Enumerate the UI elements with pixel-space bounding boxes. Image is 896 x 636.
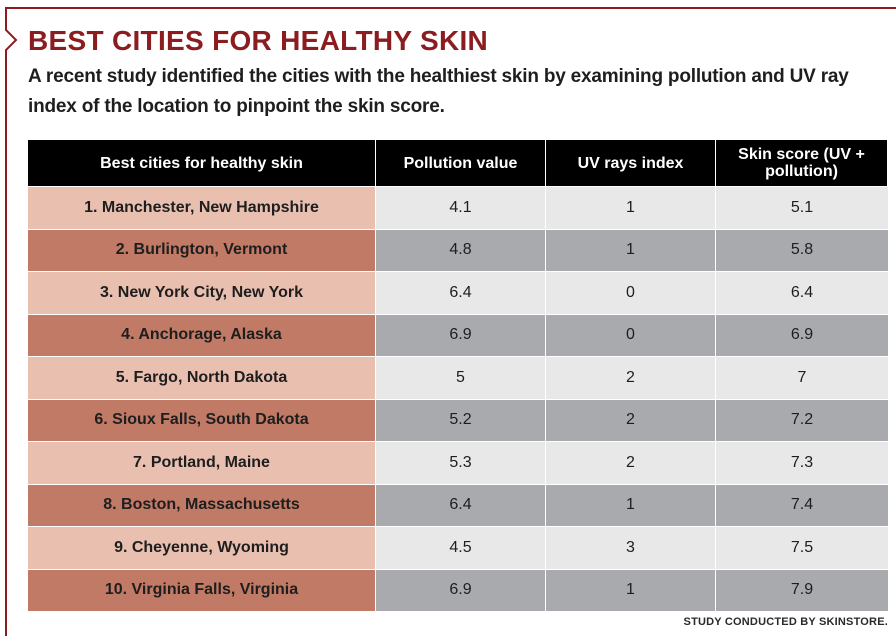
table-row: 6. Sioux Falls, South Dakota 5.2 2 7.2 [28, 399, 888, 442]
cell-city: 1. Manchester, New Hampshire [28, 187, 376, 229]
cell-skin-score: 6.4 [716, 272, 888, 314]
page-title: BEST CITIES FOR HEALTHY SKIN [28, 25, 489, 56]
table-row: 3. New York City, New York 6.4 0 6.4 [28, 272, 888, 315]
cell-skin-score: 7.9 [716, 569, 888, 611]
page-subtitle: A recent study identified the cities wit… [28, 66, 849, 117]
cell-city: 5. Fargo, North Dakota [28, 357, 376, 399]
cell-city: 8. Boston, Massachusetts [28, 484, 376, 526]
table-row: 8. Boston, Massachusetts 6.4 1 7.4 [28, 484, 888, 527]
cell-uv: 2 [546, 399, 716, 441]
table-row: 2. Burlington, Vermont 4.8 1 5.8 [28, 229, 888, 272]
table-row: 7. Portland, Maine 5.3 2 7.3 [28, 442, 888, 485]
cell-uv: 1 [546, 229, 716, 271]
cell-uv: 1 [546, 187, 716, 229]
cell-city: 10. Virginia Falls, Virginia [28, 569, 376, 611]
cell-pollution: 4.1 [376, 187, 546, 229]
table-row: 10. Virginia Falls, Virginia 6.9 1 7.9 [28, 569, 888, 611]
table-row: 4. Anchorage, Alaska 6.9 0 6.9 [28, 314, 888, 357]
cell-uv: 0 [546, 314, 716, 356]
cell-skin-score: 5.8 [716, 229, 888, 271]
cell-uv: 2 [546, 442, 716, 484]
cell-skin-score: 6.9 [716, 314, 888, 356]
cell-skin-score: 5.1 [716, 187, 888, 229]
cell-pollution: 6.4 [376, 484, 546, 526]
cell-pollution: 5.3 [376, 442, 546, 484]
cell-pollution: 5.2 [376, 399, 546, 441]
cell-city: 4. Anchorage, Alaska [28, 314, 376, 356]
source-note: STUDY CONDUCTED BY SKINSTORE. [683, 616, 888, 628]
cell-skin-score: 7.3 [716, 442, 888, 484]
cell-uv: 3 [546, 527, 716, 569]
cell-uv: 0 [546, 272, 716, 314]
column-header-uv: UV rays index [546, 140, 716, 186]
cell-skin-score: 7.4 [716, 484, 888, 526]
cell-skin-score: 7.5 [716, 527, 888, 569]
skin-score-table: Best cities for healthy skin Pollution v… [28, 140, 888, 611]
column-header-pollution: Pollution value [376, 140, 546, 186]
cell-pollution: 4.8 [376, 229, 546, 271]
table-row: 5. Fargo, North Dakota 5 2 7 [28, 357, 888, 400]
cell-uv: 2 [546, 357, 716, 399]
column-header-skin-score: Skin score (UV + pollution) [716, 140, 888, 186]
table-header-row: Best cities for healthy skin Pollution v… [28, 140, 888, 187]
cell-pollution: 4.5 [376, 527, 546, 569]
cell-city: 7. Portland, Maine [28, 442, 376, 484]
cell-uv: 1 [546, 484, 716, 526]
cell-pollution: 5 [376, 357, 546, 399]
cell-city: 9. Cheyenne, Wyoming [28, 527, 376, 569]
cell-skin-score: 7 [716, 357, 888, 399]
cell-pollution: 6.9 [376, 569, 546, 611]
cell-pollution: 6.9 [376, 314, 546, 356]
cell-city: 3. New York City, New York [28, 272, 376, 314]
cell-city: 2. Burlington, Vermont [28, 229, 376, 271]
cell-skin-score: 7.2 [716, 399, 888, 441]
cell-pollution: 6.4 [376, 272, 546, 314]
table-row: 1. Manchester, New Hampshire 4.1 1 5.1 [28, 187, 888, 230]
column-header-city: Best cities for healthy skin [28, 140, 376, 186]
cell-city: 6. Sioux Falls, South Dakota [28, 399, 376, 441]
table-row: 9. Cheyenne, Wyoming 4.5 3 7.5 [28, 527, 888, 570]
cell-uv: 1 [546, 569, 716, 611]
